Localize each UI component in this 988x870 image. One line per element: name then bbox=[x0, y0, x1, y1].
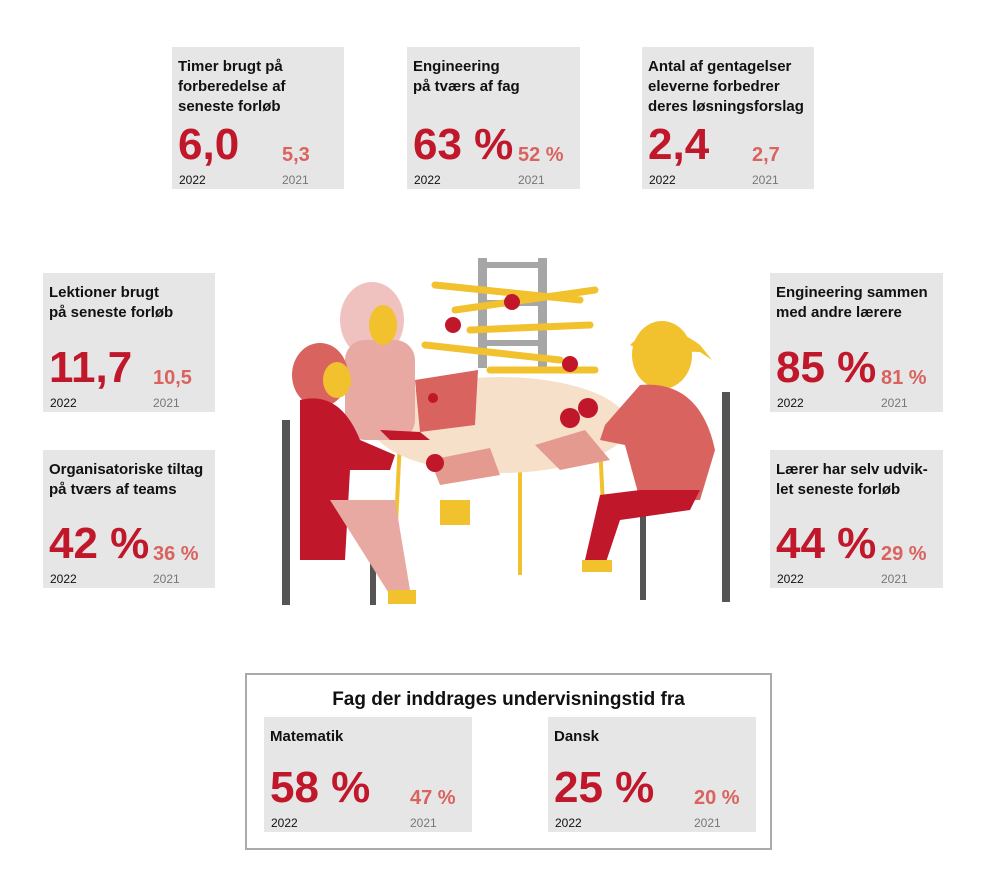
previous-value: 36 % bbox=[153, 544, 199, 564]
title-line: Engineering sammen bbox=[776, 283, 928, 303]
current-value: 85 % bbox=[776, 346, 876, 390]
title-line: Timer brugt på bbox=[178, 57, 286, 77]
title-line: på seneste forløb bbox=[49, 303, 173, 323]
current-value: 2,4 bbox=[648, 123, 709, 167]
previous-value: 2,7 bbox=[752, 145, 780, 165]
current-year: 2022 bbox=[777, 396, 804, 410]
title-line: Organisatoriske tiltag bbox=[49, 460, 203, 480]
previous-value: 52 % bbox=[518, 145, 564, 165]
previous-value: 20 % bbox=[694, 788, 740, 808]
card-title: Dansk bbox=[554, 727, 599, 747]
current-value: 6,0 bbox=[178, 123, 239, 167]
title-line: deres løsningsforslag bbox=[648, 97, 804, 117]
current-year: 2022 bbox=[414, 173, 441, 187]
previous-year: 2021 bbox=[153, 572, 180, 586]
previous-value: 47 % bbox=[410, 788, 456, 808]
previous-value: 10,5 bbox=[153, 368, 192, 388]
current-value: 25 % bbox=[554, 766, 654, 810]
title-line: på tværs af fag bbox=[413, 77, 520, 97]
current-value: 63 % bbox=[413, 123, 513, 167]
current-year: 2022 bbox=[271, 816, 298, 830]
current-value: 44 % bbox=[776, 522, 876, 566]
previous-year: 2021 bbox=[518, 173, 545, 187]
current-year: 2022 bbox=[555, 816, 582, 830]
title-line: Lærer har selv udvik- bbox=[776, 460, 928, 480]
previous-year: 2021 bbox=[694, 816, 721, 830]
title-line: eleverne forbedrer bbox=[648, 77, 804, 97]
subjects-title: Fag der inddrages undervisningstid fra bbox=[247, 689, 770, 711]
title-line: på tværs af teams bbox=[49, 480, 203, 500]
page: Fag der inddrages undervisningstid fra (… bbox=[0, 0, 988, 870]
previous-year: 2021 bbox=[881, 396, 908, 410]
title-line: med andre lærere bbox=[776, 303, 928, 323]
title-line: Antal af gentagelser bbox=[648, 57, 804, 77]
title-line: Engineering bbox=[413, 57, 520, 77]
current-year: 2022 bbox=[649, 173, 676, 187]
previous-year: 2021 bbox=[410, 816, 437, 830]
current-year: 2022 bbox=[50, 572, 77, 586]
title-line: seneste forløb bbox=[178, 97, 286, 117]
current-year: 2022 bbox=[179, 173, 206, 187]
previous-value: 5,3 bbox=[282, 145, 310, 165]
previous-year: 2021 bbox=[752, 173, 779, 187]
previous-year: 2021 bbox=[881, 572, 908, 586]
previous-year: 2021 bbox=[282, 173, 309, 187]
stat-card: Matematik 58 % 2022 47 % 2021 bbox=[264, 717, 472, 832]
stat-card: Lærer har selv udvik-let seneste forløb 4… bbox=[770, 450, 943, 588]
card-title: Lærer har selv udvik-let seneste forløb bbox=[776, 460, 928, 500]
stat-card: Dansk 25 % 2022 20 % 2021 bbox=[548, 717, 756, 832]
current-year: 2022 bbox=[777, 572, 804, 586]
current-year: 2022 bbox=[50, 396, 77, 410]
title-line: forberedelse af bbox=[178, 77, 286, 97]
previous-value: 29 % bbox=[881, 544, 927, 564]
title-line: let seneste forløb bbox=[776, 480, 928, 500]
title-line: Dansk bbox=[554, 727, 599, 747]
current-value: 58 % bbox=[270, 766, 370, 810]
previous-value: 81 % bbox=[881, 368, 927, 388]
title-line: Lektioner brugt bbox=[49, 283, 173, 303]
previous-year: 2021 bbox=[153, 396, 180, 410]
current-value: 42 % bbox=[49, 522, 149, 566]
title-line: Matematik bbox=[270, 727, 343, 747]
current-value: 11,7 bbox=[49, 346, 132, 390]
card-title: Matematik bbox=[270, 727, 343, 747]
